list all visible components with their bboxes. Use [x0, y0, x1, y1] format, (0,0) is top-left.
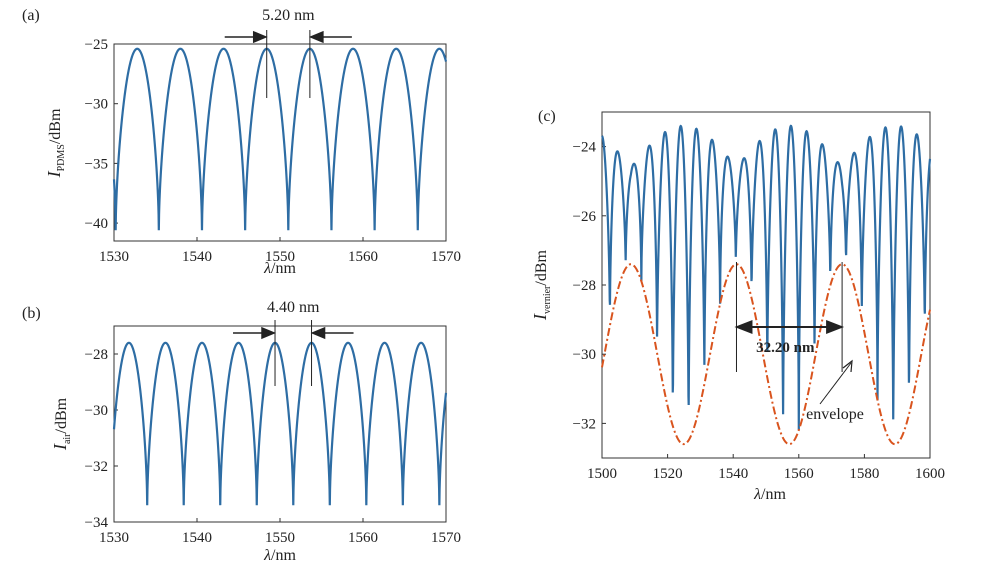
x-tick-label: 1550	[265, 249, 295, 265]
y-tick-label: −30	[85, 97, 108, 113]
arrow-right-c	[826, 320, 845, 334]
y-ticks-a: −25 −30 −35 −40	[85, 37, 118, 232]
y-tick-label: −28	[573, 278, 596, 294]
period-label-a: 5.20 nm	[262, 7, 315, 24]
x-tick-label: 1560	[348, 249, 378, 265]
arrow-left-a	[224, 30, 268, 44]
y-axis-sub-c: vernier	[542, 285, 553, 314]
envelope-label: envelope	[806, 406, 864, 423]
arrow-right-b	[310, 326, 354, 340]
x-axis-label-c: λ/nm	[753, 486, 786, 503]
x-axis-unit-b: /nm	[271, 547, 296, 564]
y-axis-sub-b: air	[62, 433, 73, 444]
x-ticks-a: 1530 1540 1550 1560 1570	[99, 237, 461, 265]
x-tick-label: 1530	[99, 249, 129, 265]
x-axis-symbol-c: λ	[753, 486, 761, 503]
envelope-pointer-arrow	[842, 359, 853, 373]
x-tick-label: 1500	[587, 466, 617, 482]
series-line-envelope	[601, 263, 931, 446]
y-axis-label-a: IPDMS/dBm	[44, 108, 67, 178]
y-tick-label: −25	[85, 37, 108, 53]
y-axis-unit-a: /dBm	[47, 108, 64, 144]
x-tick-label: 1540	[182, 530, 212, 546]
y-ticks-c: −24 −26 −28 −30 −32	[573, 140, 606, 432]
envelope-pointer-line	[819, 362, 852, 405]
x-tick-label: 1550	[265, 530, 295, 546]
period-annotation-b: 4.40 nm	[233, 299, 354, 386]
x-tick-label: 1570	[431, 249, 461, 265]
arrow-left-c	[734, 320, 753, 334]
y-tick-label: −30	[85, 403, 108, 419]
panel-label-a: (a)	[22, 7, 40, 24]
y-axis-symbol-b: I	[50, 443, 70, 451]
x-tick-label: 1580	[849, 466, 879, 482]
x-axis-unit-a: /nm	[271, 260, 296, 277]
y-tick-label: −40	[85, 216, 108, 232]
period-label-b: 4.40 nm	[267, 299, 320, 316]
panel-a: (a) −25 −30 −35 −40 1530 1540 1550 1560 1570 5.…	[22, 7, 461, 277]
period-annotation-c: 32.20 nm envelope	[734, 262, 864, 423]
y-ticks-b: −28 −30 −32 −34	[85, 347, 118, 531]
panel-c: (c) −24 −26 −28 −30 −32 1500 1520 1540 1560 1580…	[530, 108, 945, 503]
x-axis-label-b: λ/nm	[263, 547, 296, 564]
arrow-left-b	[233, 326, 276, 340]
x-tick-label: 1530	[99, 530, 129, 546]
x-tick-label: 1570	[431, 530, 461, 546]
y-tick-label: −30	[573, 347, 596, 363]
arrow-right-a	[308, 30, 352, 44]
series-line-vernier	[601, 124, 932, 431]
y-tick-label: −35	[85, 156, 108, 172]
x-tick-label: 1520	[653, 466, 683, 482]
y-axis-label-c: Ivernier/dBm	[530, 250, 553, 321]
period-annotation-a: 5.20 nm	[224, 7, 352, 98]
y-axis-unit-b: /dBm	[53, 397, 70, 433]
x-ticks-b: 1530 1540 1550 1560 1570	[99, 518, 461, 546]
series-line-air	[112, 341, 448, 506]
panel-label-c: (c)	[538, 108, 556, 125]
x-axis-label-a: λ/nm	[263, 260, 296, 277]
x-tick-label: 1600	[915, 466, 945, 482]
x-tick-label: 1560	[784, 466, 814, 482]
series-line-pdms	[112, 47, 448, 231]
y-tick-label: −26	[573, 209, 597, 225]
y-tick-label: −24	[573, 140, 597, 156]
period-label-c: 32.20 nm	[756, 340, 815, 356]
y-axis-symbol-c: I	[530, 313, 550, 321]
y-axis-unit-c: /dBm	[533, 250, 550, 286]
y-axis-label-b: Iair/dBm	[50, 397, 73, 451]
x-axis-symbol-b: λ	[263, 547, 271, 564]
x-tick-label: 1540	[182, 249, 212, 265]
x-axis-unit-c: /nm	[761, 486, 786, 503]
y-axis-symbol-a: I	[44, 170, 64, 178]
y-tick-label: −32	[573, 416, 596, 432]
x-axis-symbol-a: λ	[263, 260, 271, 277]
x-ticks-c: 1500 1520 1540 1560 1580 1600	[587, 454, 945, 482]
x-tick-label: 1540	[718, 466, 748, 482]
panel-label-b: (b)	[22, 305, 41, 322]
y-tick-label: −32	[85, 459, 108, 475]
y-axis-sub-a: PDMS	[56, 144, 67, 171]
panel-b: (b) −28 −30 −32 −34 1530 1540 1550 1560 1570 4.…	[22, 299, 461, 564]
y-tick-label: −28	[85, 347, 108, 363]
x-tick-label: 1560	[348, 530, 378, 546]
y-tick-label: −34	[85, 515, 109, 531]
